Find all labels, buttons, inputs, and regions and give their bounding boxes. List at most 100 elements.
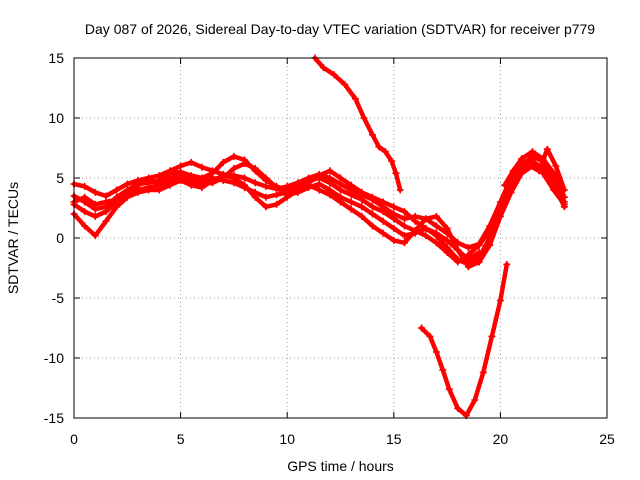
data-point bbox=[526, 162, 534, 170]
data-point bbox=[379, 229, 387, 237]
chart-title: Day 087 of 2026, Sidereal Day-to-day VTE… bbox=[85, 21, 595, 37]
data-point bbox=[518, 169, 526, 177]
data-point bbox=[113, 203, 121, 211]
x-tick-label: 25 bbox=[599, 431, 615, 447]
data-point bbox=[91, 200, 99, 208]
data-point bbox=[134, 188, 142, 196]
data-point bbox=[123, 188, 131, 196]
data-point bbox=[426, 332, 434, 340]
data-point bbox=[251, 164, 259, 172]
data-series bbox=[70, 54, 568, 420]
x-axis-label: GPS time / hours bbox=[287, 458, 394, 474]
data-point bbox=[134, 181, 142, 189]
data-point bbox=[360, 114, 368, 122]
data-point bbox=[166, 174, 174, 182]
data-point bbox=[294, 184, 302, 192]
data-point bbox=[432, 348, 440, 356]
data-point bbox=[422, 224, 430, 232]
data-point bbox=[283, 188, 291, 196]
data-point bbox=[230, 152, 238, 160]
data-point bbox=[230, 179, 238, 187]
data-point bbox=[471, 396, 479, 404]
series-line bbox=[71, 154, 482, 265]
data-point bbox=[81, 208, 89, 216]
data-point bbox=[198, 184, 206, 192]
data-point bbox=[400, 215, 408, 223]
data-point bbox=[347, 205, 355, 213]
series-low-arc bbox=[418, 260, 511, 420]
data-point bbox=[454, 246, 462, 254]
data-point bbox=[145, 186, 153, 194]
series-line bbox=[502, 146, 567, 193]
data-point bbox=[81, 193, 89, 201]
x-tick-label: 15 bbox=[386, 431, 402, 447]
data-point bbox=[535, 167, 543, 175]
data-point bbox=[177, 162, 185, 170]
data-point bbox=[390, 215, 398, 223]
data-point bbox=[411, 227, 419, 235]
data-point bbox=[464, 256, 472, 264]
series-line bbox=[71, 161, 482, 267]
data-point bbox=[379, 198, 387, 206]
data-point bbox=[177, 172, 185, 180]
data-point bbox=[241, 160, 249, 168]
data-point bbox=[337, 180, 344, 188]
y-tick-label: -10 bbox=[44, 350, 64, 366]
data-point bbox=[262, 193, 270, 201]
data-point bbox=[475, 241, 483, 249]
data-point bbox=[509, 167, 517, 175]
series-arc-c bbox=[70, 160, 483, 268]
data-point bbox=[113, 196, 121, 204]
data-point bbox=[432, 239, 440, 247]
data-point bbox=[375, 143, 383, 151]
data-point bbox=[552, 162, 560, 170]
grid bbox=[74, 58, 607, 418]
data-point bbox=[368, 210, 376, 218]
data-point bbox=[454, 256, 462, 264]
data-point bbox=[464, 244, 472, 252]
data-point bbox=[91, 188, 99, 196]
data-point bbox=[560, 186, 568, 194]
data-point bbox=[187, 181, 195, 189]
data-point bbox=[454, 404, 462, 412]
data-point bbox=[123, 180, 131, 188]
y-tick-label: 0 bbox=[56, 230, 64, 246]
data-point bbox=[155, 186, 163, 194]
data-point bbox=[145, 176, 153, 184]
data-point bbox=[337, 198, 344, 206]
data-point bbox=[319, 64, 327, 72]
data-point bbox=[390, 236, 398, 244]
data-point bbox=[445, 385, 453, 393]
data-point bbox=[379, 208, 387, 216]
data-point bbox=[262, 203, 270, 211]
data-point bbox=[102, 192, 110, 200]
data-point bbox=[273, 200, 281, 208]
data-point bbox=[230, 164, 238, 172]
data-point bbox=[347, 198, 355, 206]
data-point bbox=[464, 263, 472, 271]
data-point bbox=[219, 158, 227, 166]
x-tick-label: 20 bbox=[493, 431, 509, 447]
data-point bbox=[475, 258, 483, 266]
y-tick-label: 10 bbox=[48, 110, 64, 126]
data-point bbox=[418, 324, 426, 332]
data-point bbox=[479, 368, 487, 376]
x-tick-label: 0 bbox=[70, 431, 78, 447]
data-point bbox=[400, 239, 408, 247]
data-point bbox=[358, 196, 366, 204]
data-point bbox=[396, 186, 404, 194]
y-tick-label: 15 bbox=[48, 50, 64, 66]
data-point bbox=[443, 236, 451, 244]
data-point bbox=[91, 212, 99, 220]
data-point bbox=[400, 232, 408, 240]
data-point bbox=[315, 186, 323, 194]
data-point bbox=[432, 222, 440, 230]
x-tick-label: 5 bbox=[177, 431, 185, 447]
data-point bbox=[381, 148, 389, 156]
data-point bbox=[539, 169, 547, 177]
data-point bbox=[305, 179, 313, 187]
plot-frame bbox=[73, 57, 608, 419]
data-point bbox=[400, 222, 408, 230]
data-point bbox=[496, 296, 504, 304]
